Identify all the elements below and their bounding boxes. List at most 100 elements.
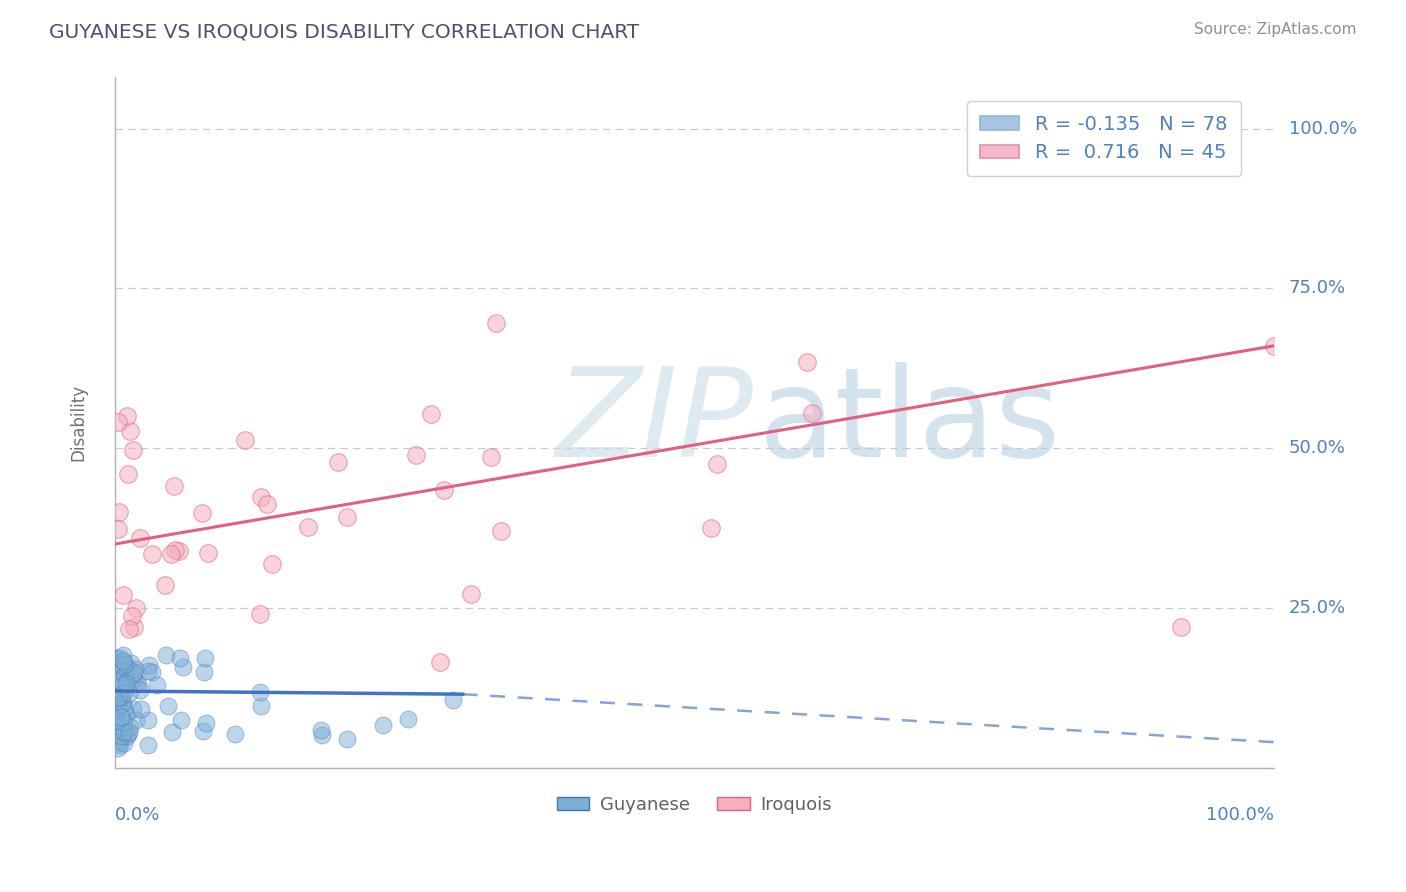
Point [136, 713, 159, 727]
Point [129, 531, 152, 545]
Point [169, 651, 191, 665]
Point [326, 455, 349, 469]
Point [249, 607, 271, 621]
Point [118, 725, 141, 739]
Point [141, 665, 163, 680]
Point [110, 697, 132, 711]
Point [105, 651, 128, 665]
Point [309, 723, 332, 738]
Point [194, 651, 217, 665]
Point [122, 443, 145, 458]
Point [336, 509, 359, 524]
Point [191, 506, 214, 520]
Point [138, 657, 160, 672]
Point [108, 719, 131, 733]
Point [136, 739, 159, 753]
Point [250, 490, 273, 504]
Text: GUYANESE VS IROQUOIS DISABILITY CORRELATION CHART: GUYANESE VS IROQUOIS DISABILITY CORRELAT… [49, 22, 640, 41]
Text: Source: ZipAtlas.com: Source: ZipAtlas.com [1194, 22, 1357, 37]
Point [122, 665, 145, 680]
Point [114, 684, 136, 698]
Point [117, 727, 139, 741]
Point [250, 698, 273, 713]
Text: 100.0%: 100.0% [1206, 805, 1274, 823]
Point [112, 725, 135, 739]
Point [1170, 620, 1192, 634]
Legend: Guyanese, Iroquois: Guyanese, Iroquois [550, 789, 839, 821]
Point [796, 355, 818, 369]
Point [112, 725, 135, 739]
Point [125, 713, 148, 727]
Point [110, 686, 132, 700]
Point [170, 713, 193, 727]
Point [108, 738, 131, 752]
Point [117, 467, 139, 481]
Point [162, 725, 184, 739]
Point [141, 547, 163, 561]
Point [114, 667, 136, 681]
Point [194, 716, 217, 731]
Point [172, 660, 194, 674]
Point [111, 588, 134, 602]
Point [297, 520, 319, 534]
Point [125, 674, 148, 689]
Point [115, 729, 138, 743]
Point [115, 667, 138, 681]
Point [115, 409, 138, 423]
Point [110, 651, 132, 665]
Point [373, 718, 395, 732]
Text: ZIP: ZIP [555, 362, 754, 483]
Point [125, 601, 148, 615]
Point [107, 714, 129, 729]
Point [107, 740, 129, 755]
Point [138, 664, 160, 678]
Point [107, 690, 129, 705]
Point [114, 701, 136, 715]
Point [120, 657, 142, 671]
Point [121, 666, 143, 681]
Point [114, 657, 136, 672]
Point [485, 316, 508, 330]
Point [108, 698, 131, 712]
Point [111, 665, 134, 679]
Point [115, 707, 138, 722]
Point [146, 678, 169, 692]
Point [104, 673, 127, 687]
Point [153, 578, 176, 592]
Point [441, 692, 464, 706]
Point [111, 659, 134, 673]
Point [112, 668, 135, 682]
Text: 0.0%: 0.0% [115, 805, 160, 823]
Point [112, 678, 135, 692]
Point [706, 457, 728, 471]
Point [167, 543, 190, 558]
Point [105, 710, 128, 724]
Point [110, 729, 132, 743]
Point [157, 698, 180, 713]
Point [129, 683, 152, 698]
Point [111, 648, 134, 662]
Point [405, 448, 427, 462]
Point [429, 655, 451, 669]
Point [131, 702, 153, 716]
Point [120, 663, 142, 677]
Point [118, 686, 141, 700]
Point [107, 523, 129, 537]
Point [256, 497, 278, 511]
Point [420, 407, 443, 421]
Point [249, 685, 271, 699]
Point [111, 715, 134, 730]
Point [160, 547, 183, 561]
Point [311, 728, 333, 742]
Point [700, 521, 723, 535]
Point [233, 433, 256, 447]
Point [155, 648, 177, 662]
Point [114, 676, 136, 690]
Point [118, 424, 141, 438]
Text: atlas: atlas [758, 362, 1060, 483]
Point [110, 690, 132, 704]
Point [127, 677, 149, 691]
Point [108, 505, 131, 519]
Point [165, 542, 187, 557]
Point [122, 620, 145, 634]
